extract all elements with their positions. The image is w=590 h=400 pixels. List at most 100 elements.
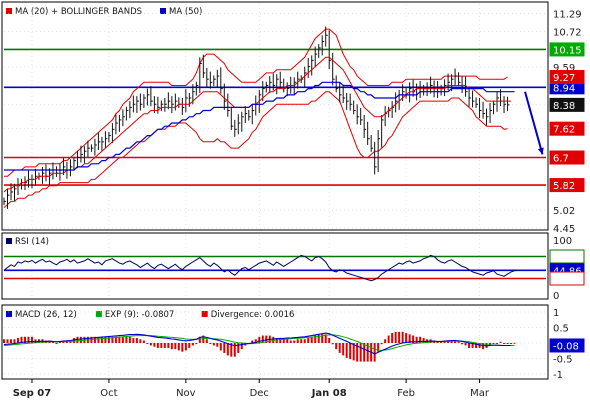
macd-legend-label-0: MACD (26, 12) — [15, 310, 77, 320]
divergence-bar — [272, 336, 275, 343]
divergence-bar — [300, 339, 303, 343]
level-badge-8.94-label: 8.94 — [553, 83, 575, 94]
divergence-bar — [104, 336, 107, 343]
divergence-bar — [275, 338, 278, 343]
rsi-line — [3, 254, 519, 282]
divergence-bar — [373, 343, 376, 362]
divergence-bar — [450, 340, 453, 343]
legend-swatch-0 — [6, 8, 12, 14]
divergence-bar — [328, 338, 331, 343]
rsi-tick-label: 0 — [553, 291, 559, 302]
divergence-bar — [6, 339, 9, 343]
macd-badges: -0.08 — [549, 338, 585, 353]
rsi-legend-label: RSI (14) — [15, 237, 49, 247]
divergence-bar — [349, 343, 352, 360]
divergence-bar — [142, 340, 145, 343]
divergence-bar — [34, 339, 37, 343]
rsi-badge-30-label: 30 — [553, 275, 566, 286]
divergence-bar — [156, 343, 159, 348]
divergence-bar — [254, 339, 257, 343]
divergence-bar — [198, 336, 201, 343]
level-badge-6.7-box — [549, 150, 585, 165]
x-tick-label-nov: Nov — [176, 388, 196, 399]
x-tick-label-dec: Dec — [250, 388, 269, 399]
divergence-bar — [338, 343, 341, 353]
divergence-bar — [457, 341, 460, 343]
divergence-bar — [303, 339, 306, 343]
x-tick-label-jan-08: Jan 08 — [311, 388, 347, 399]
divergence-bar — [184, 343, 187, 351]
price-panel: MA (20) + BOLLINGER BANDS MA (50) 11.29 10… — [1, 1, 585, 235]
divergence-bar — [240, 343, 243, 350]
divergence-bar — [188, 343, 191, 348]
value-badge-8.38-box — [549, 97, 585, 112]
macd-tick-label: 0.5 — [553, 324, 569, 335]
divergence-bar — [79, 336, 82, 343]
divergence-bar — [13, 339, 16, 343]
macd-badge-box — [549, 338, 585, 353]
divergence-bar — [205, 339, 208, 343]
divergence-bar — [366, 343, 369, 362]
macd-legend-label-1: EXP (9): -0.0807 — [105, 310, 174, 320]
divergence-bar — [415, 336, 418, 343]
divergence-bar — [111, 336, 114, 343]
divergence-bar — [195, 343, 198, 344]
forecast-arrow-head — [537, 147, 544, 155]
divergence-bar — [132, 338, 135, 343]
rsi-legend: RSI (14) — [6, 237, 49, 247]
divergence-bar — [93, 336, 96, 343]
rsi-badge-70-label: 70 — [553, 253, 566, 264]
divergence-bar — [107, 336, 110, 343]
divergence-bar — [191, 343, 194, 346]
value-badge-7.62-label: 7.62 — [553, 125, 575, 136]
divergence-bar — [422, 338, 425, 343]
divergence-bar — [121, 336, 124, 343]
macd-legend-swatch-0 — [6, 311, 12, 317]
divergence-bar — [51, 341, 54, 343]
x-axis: Sep 07 Oct Nov Dec Jan 08 Feb Mar — [13, 379, 490, 399]
divergence-bar — [482, 343, 485, 350]
divergence-bar — [461, 343, 464, 345]
level-badge-5.82-box — [549, 178, 585, 193]
divergence-bar — [149, 343, 152, 346]
divergence-bar — [223, 343, 226, 353]
divergence-bar — [9, 339, 12, 343]
divergence-bar — [125, 336, 128, 343]
divergence-bar — [279, 338, 282, 343]
divergence-bar — [202, 335, 205, 343]
divergence-bar — [492, 343, 495, 344]
divergence-bar — [30, 336, 33, 343]
legend-swatch-1 — [160, 8, 166, 14]
divergence-bar — [163, 343, 166, 348]
divergence-bar — [181, 343, 184, 352]
divergence-bar — [510, 343, 513, 344]
divergence-bar — [408, 334, 411, 343]
divergence-bar — [237, 343, 240, 353]
value-badge-8.38-label: 8.38 — [553, 101, 575, 112]
macd-tick-label: -1 — [553, 370, 563, 381]
divergence-bar — [251, 340, 254, 343]
ma50-line — [4, 81, 515, 171]
divergence-bar — [401, 331, 404, 343]
divergence-bar — [345, 343, 348, 358]
divergence-bar — [440, 341, 443, 343]
rsi-level-lines — [4, 255, 546, 280]
divergence-bar — [153, 343, 156, 347]
divergence-bar — [335, 343, 338, 350]
divergence-bar — [16, 338, 19, 343]
value-badge-7.62-box — [549, 121, 585, 136]
rsi-badge-70-box — [549, 249, 585, 264]
divergence-bar — [405, 333, 408, 343]
price-tick-label: 4.45 — [553, 224, 575, 235]
divergence-bar — [160, 343, 163, 348]
divergence-bar — [62, 341, 65, 343]
divergence-bar — [317, 334, 320, 343]
rsi-badge-30-box — [549, 271, 585, 286]
macd-panel-frame — [1, 304, 549, 380]
divergence-bar — [177, 343, 180, 351]
macd-panel: MACD (26, 12) EXP (9): -0.0807 Divergence:… — [1, 304, 585, 381]
divergence-bar — [286, 339, 289, 343]
rsi-legend-swatch — [6, 238, 12, 244]
level-badge-10.15-box — [549, 42, 585, 57]
rsi-panel-frame — [1, 232, 549, 300]
